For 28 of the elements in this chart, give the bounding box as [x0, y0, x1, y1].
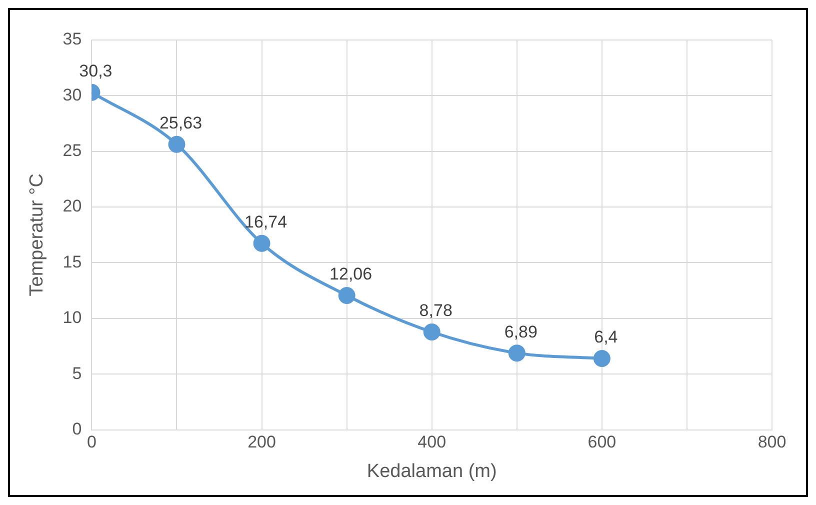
x-tick-label: 800	[758, 432, 786, 452]
x-tick-label: 200	[248, 432, 276, 452]
data-label: 16,74	[244, 212, 288, 232]
x-tick-label: 400	[418, 432, 446, 452]
y-tick-label: 20	[62, 196, 82, 216]
point	[593, 350, 610, 368]
data-label: 8,78	[419, 301, 452, 320]
data-label: 6,4	[594, 328, 618, 347]
point	[508, 344, 526, 362]
y-tick-label: 25	[62, 141, 82, 160]
y-axis-title: Temperatur °C	[26, 174, 48, 296]
y-tick-label: 0	[72, 419, 82, 438]
y-tick-label: 15	[62, 252, 82, 272]
data-label: 12,06	[330, 264, 372, 284]
x-tick-label: 0	[86, 432, 96, 452]
y-tick-label: 30	[62, 85, 82, 104]
data-label: 30,3	[79, 62, 112, 81]
data-label: 25,63	[159, 114, 202, 133]
point	[168, 136, 186, 153]
y-tick-label: 10	[62, 308, 82, 328]
point	[338, 286, 356, 304]
data-label: 6,89	[504, 322, 538, 342]
point	[253, 234, 270, 252]
x-axis-title: Kedalaman (m)	[366, 460, 497, 482]
point	[423, 324, 440, 341]
y-tick-label: 5	[72, 364, 82, 383]
y-tick-label: 35	[62, 30, 82, 49]
x-tick-label: 600	[588, 432, 616, 452]
